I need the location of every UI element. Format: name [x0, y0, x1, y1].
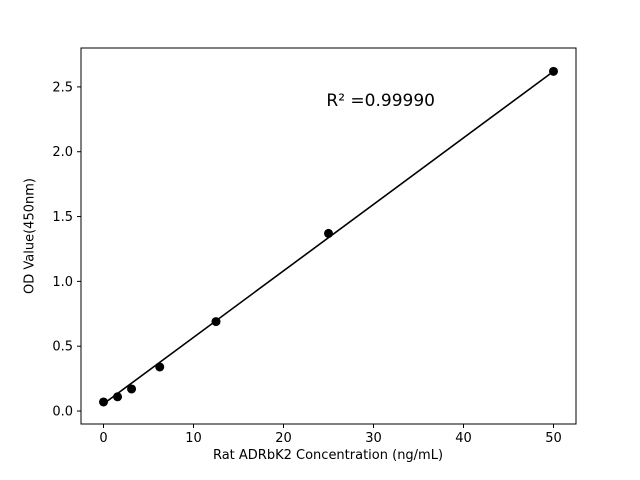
- y-tick-label: 2.0: [52, 145, 73, 160]
- y-axis-label: OD Value(450nm): [22, 178, 38, 294]
- data-point: [211, 317, 221, 327]
- data-point: [113, 392, 123, 402]
- x-tick-label: 30: [365, 431, 382, 446]
- data-point: [549, 66, 558, 76]
- x-tick-label: 40: [455, 431, 472, 446]
- y-tick-label: 1.0: [52, 275, 73, 290]
- data-point: [324, 228, 333, 238]
- y-tick-label: 0.5: [52, 340, 73, 355]
- data-point: [155, 362, 165, 372]
- plot-border: [80, 47, 577, 425]
- data-point: [127, 384, 137, 394]
- x-tick-label: 50: [545, 431, 562, 446]
- y-tick-label: 2.5: [52, 80, 73, 95]
- y-tick-label: 1.5: [52, 210, 73, 225]
- x-tick-label: 10: [185, 431, 202, 446]
- x-axis-label: Rat ADRbK2 Concentration (ng/mL): [212, 448, 444, 463]
- r-squared-annotation: R² =0.99990: [326, 91, 435, 112]
- y-tick-label: 0.0: [52, 405, 73, 420]
- x-tick-label: 0: [99, 431, 107, 446]
- x-tick-label: 20: [275, 431, 292, 446]
- data-point: [99, 397, 108, 407]
